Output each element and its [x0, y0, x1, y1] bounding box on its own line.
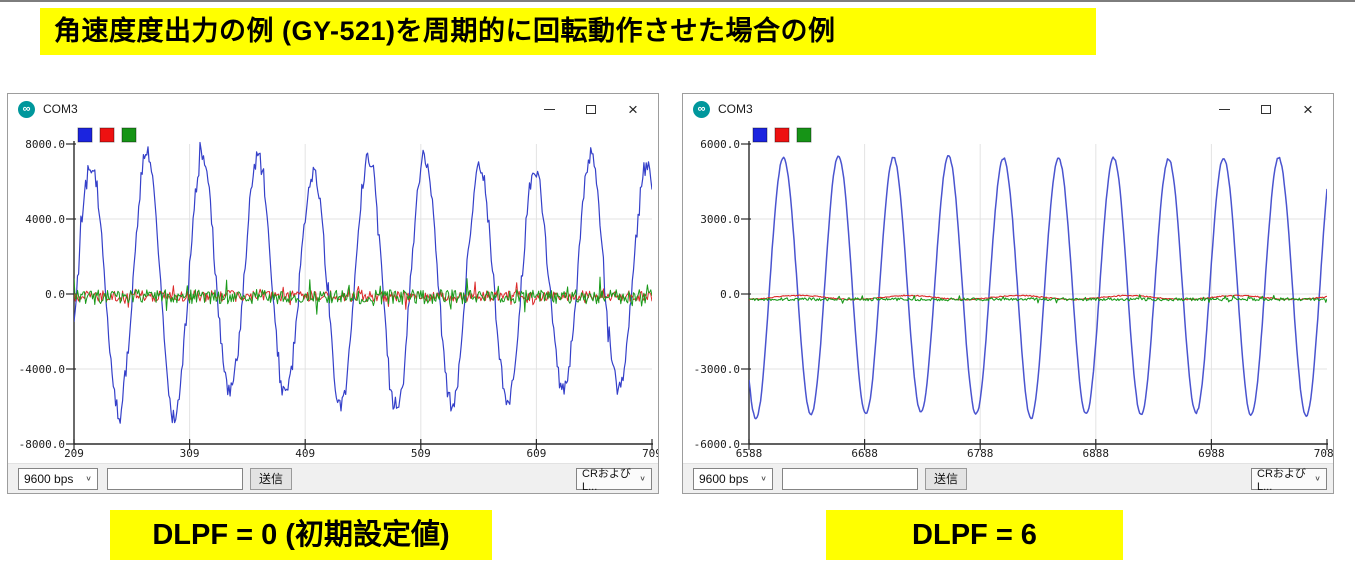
- serial-plotter-window-left: ∞ COM3 × 8000.0 4000.0 0.0 -4000.0 -8000.0 20…: [7, 93, 659, 494]
- maximize-icon: [586, 104, 596, 114]
- window-controls: ×: [1203, 94, 1329, 124]
- page-title: 角速度度出力の例 (GY-521)を周期的に回転動作させた場合の例: [40, 8, 1096, 55]
- caption-dlpf-6: DLPF = 6: [826, 510, 1123, 560]
- window-title: COM3: [718, 102, 753, 116]
- close-icon: ×: [1303, 99, 1313, 119]
- chevron-down-icon: ∨: [1314, 474, 1321, 483]
- svg-text:409: 409: [295, 447, 315, 460]
- svg-text:-3000.0: -3000.0: [694, 363, 740, 376]
- window-title: COM3: [43, 102, 78, 116]
- svg-text:6988: 6988: [1198, 447, 1225, 460]
- titlebar: ∞ COM3 ×: [8, 94, 658, 124]
- baud-select[interactable]: 9600 bps ∨: [693, 467, 773, 490]
- minimize-icon: [1218, 108, 1230, 110]
- arduino-infinity-icon: ∞: [18, 100, 35, 118]
- line-ending-select[interactable]: CRおよびL... ∨: [1251, 467, 1327, 493]
- svg-text:6688: 6688: [851, 447, 878, 460]
- svg-text:-8000.0: -8000.0: [19, 438, 65, 451]
- svg-text:-6000.0: -6000.0: [694, 438, 740, 451]
- minimize-button[interactable]: [528, 94, 570, 124]
- message-input[interactable]: [782, 467, 918, 490]
- line-ending-value: CRおよびL...: [1257, 467, 1306, 493]
- svg-text:6888: 6888: [1083, 447, 1110, 460]
- serial-plotter-window-right: ∞ COM3 × 6000.0 3000.0 0.0 -3000.0 -6000.0 65…: [682, 93, 1334, 494]
- baud-value: 9600 bps: [24, 471, 74, 486]
- arduino-infinity-icon: ∞: [693, 100, 710, 118]
- statusbar: 9600 bps ∨ 送信 CRおよびL... ∨: [8, 463, 658, 493]
- minimize-icon: [543, 108, 555, 110]
- svg-text:609: 609: [526, 447, 546, 460]
- svg-text:0.0: 0.0: [45, 288, 65, 301]
- svg-text:309: 309: [180, 447, 200, 460]
- maximize-icon: [1261, 104, 1271, 114]
- line-ending-select[interactable]: CRおよびL... ∨: [576, 467, 652, 493]
- caption-dlpf-0: DLPF = 0 (初期設定値): [110, 510, 492, 560]
- line-ending-value: CRおよびL...: [582, 467, 631, 493]
- message-input[interactable]: [107, 467, 243, 490]
- svg-text:4000.0: 4000.0: [25, 213, 65, 226]
- close-icon: ×: [628, 99, 638, 119]
- baud-value: 9600 bps: [699, 471, 749, 486]
- maximize-button[interactable]: [1245, 94, 1287, 124]
- svg-text:209: 209: [64, 447, 84, 460]
- titlebar: ∞ COM3 ×: [683, 94, 1333, 124]
- chevron-down-icon: ∨: [639, 474, 646, 483]
- svg-text:6788: 6788: [967, 447, 994, 460]
- close-button[interactable]: ×: [1287, 94, 1329, 124]
- close-button[interactable]: ×: [612, 94, 654, 124]
- svg-text:709: 709: [642, 447, 658, 460]
- svg-text:3000.0: 3000.0: [700, 213, 740, 226]
- chevron-down-icon: ∨: [85, 474, 92, 483]
- window-controls: ×: [528, 94, 654, 124]
- svg-text:8000.0: 8000.0: [25, 138, 65, 151]
- statusbar: 9600 bps ∨ 送信 CRおよびL... ∨: [683, 463, 1333, 493]
- svg-text:0.0: 0.0: [720, 288, 740, 301]
- svg-text:7088: 7088: [1314, 447, 1333, 460]
- send-button[interactable]: 送信: [250, 467, 292, 490]
- send-button[interactable]: 送信: [925, 467, 967, 490]
- baud-select[interactable]: 9600 bps ∨: [18, 467, 98, 490]
- svg-text:-4000.0: -4000.0: [19, 363, 65, 376]
- svg-text:6000.0: 6000.0: [700, 138, 740, 151]
- screen-top-edge: [0, 0, 1355, 2]
- svg-text:6588: 6588: [736, 447, 763, 460]
- maximize-button[interactable]: [570, 94, 612, 124]
- svg-text:509: 509: [411, 447, 431, 460]
- minimize-button[interactable]: [1203, 94, 1245, 124]
- chevron-down-icon: ∨: [760, 474, 767, 483]
